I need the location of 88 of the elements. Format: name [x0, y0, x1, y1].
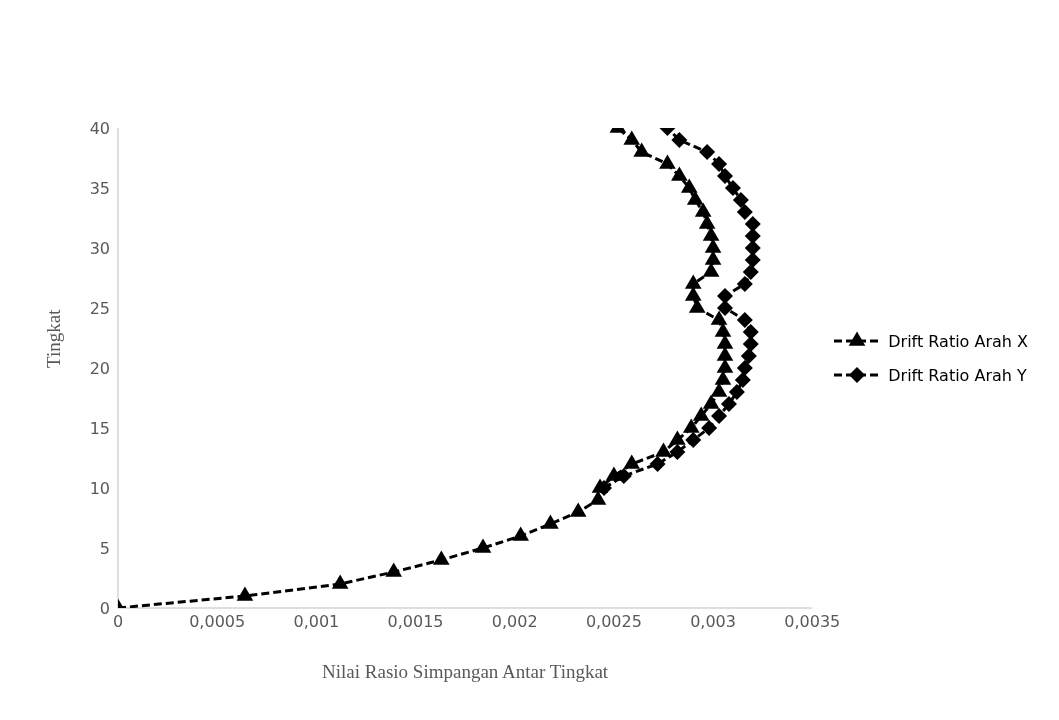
point [692, 406, 710, 421]
point [711, 408, 728, 424]
y-tick-label: 25 [89, 298, 110, 318]
x-tick-label: 0,0005 [189, 612, 246, 632]
point [623, 130, 641, 145]
point [728, 384, 745, 400]
x-tick-label: 0,0025 [585, 612, 642, 632]
y-tick-label: 10 [89, 478, 110, 498]
y-tick-label: 20 [89, 358, 110, 378]
y-tick-label: 0 [99, 598, 110, 618]
x-tick-label: 0,001 [293, 612, 340, 632]
point [685, 432, 702, 448]
point [710, 382, 728, 397]
x-tick-label: 0,002 [491, 612, 538, 632]
point [589, 490, 607, 505]
point [744, 240, 761, 256]
point [385, 562, 403, 577]
point [659, 154, 676, 169]
point [720, 396, 737, 412]
point [716, 334, 734, 349]
point [716, 346, 734, 361]
point [684, 274, 702, 289]
point [744, 228, 761, 244]
point [710, 310, 728, 325]
point [433, 550, 450, 565]
point [734, 372, 751, 388]
point [684, 286, 702, 301]
point [736, 276, 753, 292]
point [649, 456, 666, 472]
point [671, 132, 688, 148]
y-tick-label: 30 [89, 238, 110, 258]
point [736, 204, 753, 220]
point [702, 262, 720, 277]
point [688, 298, 706, 313]
x-axis-title: Nilai Rasio Simpangan Antar Tingkat [322, 661, 609, 682]
x-tick-label: 0,003 [690, 612, 736, 632]
point [742, 264, 759, 280]
point [512, 526, 529, 541]
point [236, 586, 254, 601]
point [669, 444, 686, 460]
point [732, 192, 749, 208]
point [704, 238, 722, 253]
point [744, 252, 761, 268]
point [736, 360, 753, 376]
point [669, 430, 686, 445]
point [633, 142, 650, 157]
point [716, 288, 733, 304]
legend-label: Drift Ratio Arah Y [888, 365, 1027, 385]
point [702, 226, 720, 241]
y-tick-label: 15 [89, 418, 110, 438]
point [740, 348, 757, 364]
point [698, 214, 716, 229]
point [331, 574, 349, 589]
point [742, 336, 759, 352]
x-tick-label: 0,0035 [784, 612, 841, 632]
point [724, 180, 741, 196]
point [701, 420, 718, 436]
y-tick-label: 5 [99, 538, 110, 558]
point [655, 442, 672, 457]
point [605, 466, 623, 481]
point [591, 478, 609, 493]
point [542, 514, 559, 529]
point [671, 166, 688, 181]
point [686, 190, 704, 205]
point [702, 394, 720, 409]
x-tick-label: 0,0015 [387, 612, 444, 632]
y-axis-title: Tingkat [42, 308, 64, 368]
point [736, 312, 753, 328]
point [714, 322, 732, 337]
point [699, 144, 716, 160]
point [682, 418, 700, 433]
point [711, 156, 728, 172]
point [714, 370, 732, 385]
point [680, 178, 698, 193]
point [474, 538, 492, 553]
legend-label: Drift Ratio Arah X [888, 331, 1028, 351]
point [694, 202, 712, 217]
point [742, 324, 759, 340]
point [704, 250, 722, 265]
point [716, 168, 733, 184]
y-tick-label: 35 [89, 178, 110, 198]
point [744, 216, 761, 232]
point [716, 358, 734, 373]
point [716, 300, 733, 316]
point [623, 454, 641, 469]
y-tick-label: 40 [89, 118, 110, 138]
point [569, 502, 587, 517]
x-tick-label: 0 [112, 612, 124, 632]
